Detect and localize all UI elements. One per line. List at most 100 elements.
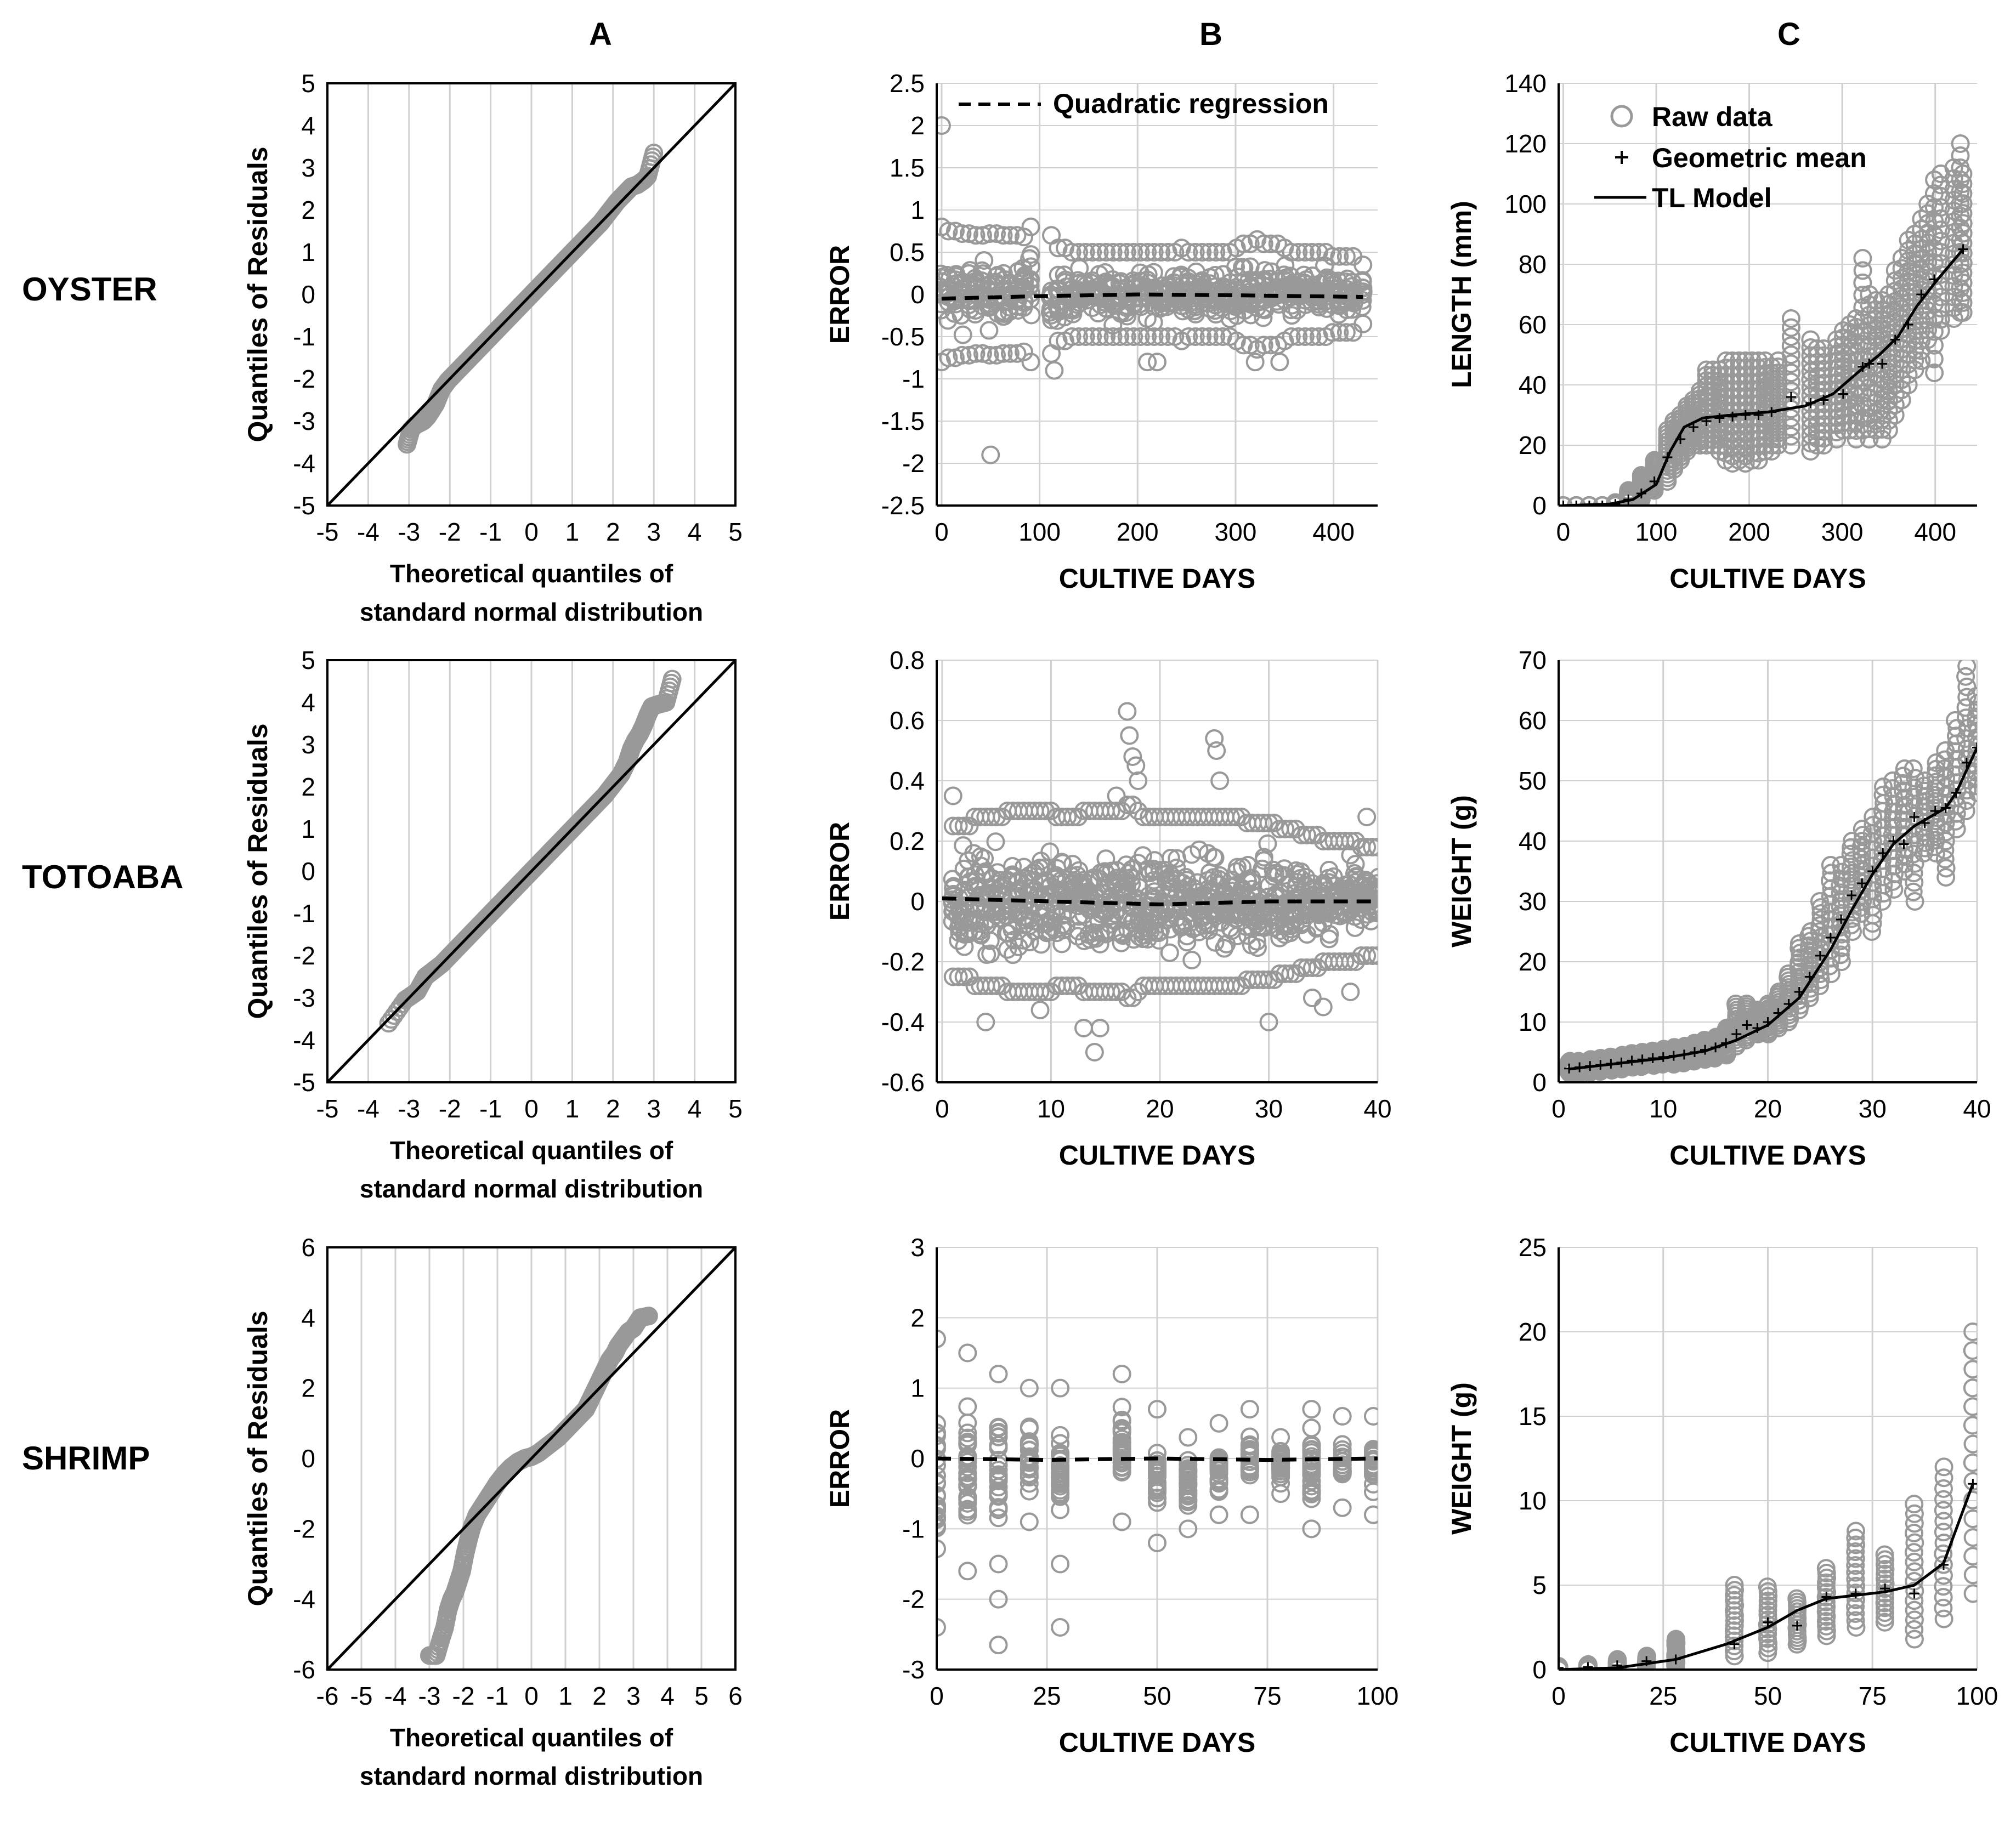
error-point xyxy=(1051,1554,1070,1574)
raw-point xyxy=(1758,1591,1777,1610)
raw-point xyxy=(1781,345,1800,364)
raw-point xyxy=(1953,293,1973,312)
raw-point xyxy=(1851,904,1871,923)
geometric-mean-point xyxy=(1606,1058,1616,1069)
error-point xyxy=(1286,915,1305,934)
error-point xyxy=(1112,1512,1131,1531)
error-point xyxy=(1069,327,1089,346)
y-tick-label: 3 xyxy=(910,1233,925,1262)
raw-point xyxy=(1876,1608,1895,1627)
geometric-mean-point xyxy=(1668,1051,1679,1061)
row-label-oyster: OYSTER xyxy=(22,271,157,308)
error-point xyxy=(959,345,978,365)
error-point xyxy=(1179,1496,1198,1515)
raw-point xyxy=(1963,1397,1977,1416)
error-point xyxy=(1368,894,1378,913)
error-point xyxy=(1167,858,1186,877)
raw-point xyxy=(1579,496,1599,506)
raw-point xyxy=(1924,349,1944,368)
error-point xyxy=(1213,327,1232,346)
error-point xyxy=(1254,970,1273,989)
raw-point xyxy=(1931,220,1950,240)
raw-point xyxy=(1725,1611,1744,1630)
y-tick-label: 140 xyxy=(1504,69,1547,98)
raw-point xyxy=(1956,667,1975,686)
raw-point xyxy=(1967,714,1977,734)
error-point xyxy=(994,344,1013,363)
geometric-mean-point xyxy=(1773,1008,1783,1018)
raw-point xyxy=(1905,1552,1924,1571)
error-point xyxy=(1107,802,1126,820)
x-tick-label: -2 xyxy=(452,1682,475,1710)
error-point xyxy=(1276,964,1295,983)
error-point xyxy=(1254,851,1273,870)
raw-point xyxy=(1894,803,1913,822)
error-point xyxy=(958,1487,977,1506)
error-point xyxy=(1354,314,1373,333)
error-point xyxy=(1042,226,1061,245)
error-point xyxy=(1058,808,1077,826)
raw-point xyxy=(1953,303,1973,322)
raw-point xyxy=(1875,1603,1894,1622)
error-point xyxy=(989,1498,1008,1517)
raw-point xyxy=(1769,436,1788,455)
raw-point xyxy=(1963,1472,1977,1491)
error-point xyxy=(954,967,973,986)
raw-point xyxy=(1905,331,1924,350)
error-point xyxy=(1076,327,1095,346)
error-point xyxy=(987,977,1006,995)
error-point xyxy=(1271,1458,1290,1478)
error-outlier xyxy=(1357,808,1377,826)
error-point xyxy=(1295,327,1315,346)
error-outlier xyxy=(1030,1001,1050,1019)
raw-point xyxy=(1905,1533,1924,1552)
error-point xyxy=(1051,1500,1070,1519)
y-tick-label: 20 xyxy=(1519,1318,1547,1346)
raw-point xyxy=(1781,309,1800,328)
y-tick-label: -5 xyxy=(293,1068,315,1097)
geometric-mean-point xyxy=(1919,818,1930,828)
error-point xyxy=(1302,1463,1321,1482)
plot-area xyxy=(327,1247,735,1670)
raw-point xyxy=(1953,283,1973,302)
error-point xyxy=(1107,983,1126,1001)
error-point xyxy=(1145,327,1164,346)
raw-point xyxy=(1782,436,1801,455)
error-point xyxy=(1129,802,1148,820)
geometric-mean-point xyxy=(1867,866,1878,876)
error-point xyxy=(960,816,979,836)
geometric-mean-point xyxy=(1961,758,1972,768)
raw-point xyxy=(1816,1559,1836,1578)
raw-point xyxy=(1905,1600,1924,1620)
error-point xyxy=(1111,327,1130,346)
y-tick-label: 2 xyxy=(301,773,315,801)
error-point xyxy=(1341,832,1360,850)
raw-point xyxy=(1936,768,1956,787)
error-point xyxy=(1254,308,1273,327)
raw-point xyxy=(1931,265,1950,284)
y-tick-label: 70 xyxy=(1519,646,1547,674)
geometric-mean-point xyxy=(1658,1052,1668,1062)
x-tick-label: 400 xyxy=(1312,518,1355,546)
x-tick-label: 4 xyxy=(660,1682,675,1710)
error-point xyxy=(960,967,979,986)
error-point xyxy=(1199,243,1219,262)
raw-point xyxy=(1781,408,1800,428)
raw-point xyxy=(1853,844,1872,862)
error-point xyxy=(1051,1468,1070,1487)
error-point xyxy=(1302,1400,1321,1419)
geometric-mean-point xyxy=(1559,1662,1564,1670)
raw-point xyxy=(1811,904,1831,923)
error-point xyxy=(1295,243,1315,262)
raw-point xyxy=(1935,759,1954,778)
y-tick-label: 2 xyxy=(301,1374,315,1403)
geometric-mean-point xyxy=(1899,839,1909,849)
error-point xyxy=(1021,270,1040,289)
x-tick-label: 75 xyxy=(1859,1682,1887,1710)
error-point xyxy=(1226,808,1245,826)
error-point xyxy=(1131,243,1150,262)
x-tick-label: 0 xyxy=(935,1094,949,1123)
y-tick-label: 40 xyxy=(1519,371,1547,399)
